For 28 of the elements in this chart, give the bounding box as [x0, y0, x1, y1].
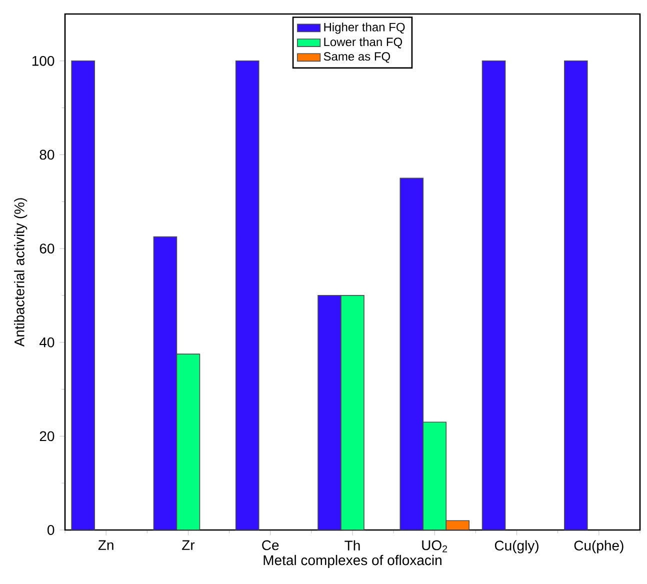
bar	[400, 178, 424, 530]
y-tick-label: 100	[32, 56, 54, 66]
x-tick-label: Ce	[262, 540, 279, 550]
bar	[422, 422, 447, 530]
bar	[153, 236, 178, 530]
x-tick-label: Cu(gly)	[494, 540, 538, 554]
legend-label: Same as FQ	[324, 52, 390, 63]
bar	[340, 295, 364, 530]
y-tick-label: 80	[40, 150, 54, 160]
y-tick-label: 20	[40, 431, 54, 442]
legend-label: Higher than FQ	[324, 22, 405, 34]
x-axis-title: Metal complexes of ofloxacin	[264, 554, 442, 568]
y-tick-label: 40	[39, 337, 54, 348]
x-tick-label: Zn	[98, 540, 114, 550]
y-tick-label: 0	[47, 525, 54, 535]
legend-label: Lower than FQ	[324, 37, 402, 48]
x-tick-label: Zr	[182, 540, 195, 550]
y-axis-title: Antibacterial activity (%)	[14, 198, 28, 347]
bar	[318, 295, 342, 530]
x-tick-label: Th	[344, 540, 360, 550]
bar	[564, 60, 588, 530]
x-tick-label: UO$_{2}$	[422, 540, 448, 552]
y-tick-label: 60	[40, 244, 54, 254]
bar	[235, 60, 260, 530]
bar	[176, 354, 200, 530]
x-tick-label: Cu(phe)	[574, 540, 624, 554]
bar	[71, 60, 95, 530]
bar	[482, 60, 506, 530]
